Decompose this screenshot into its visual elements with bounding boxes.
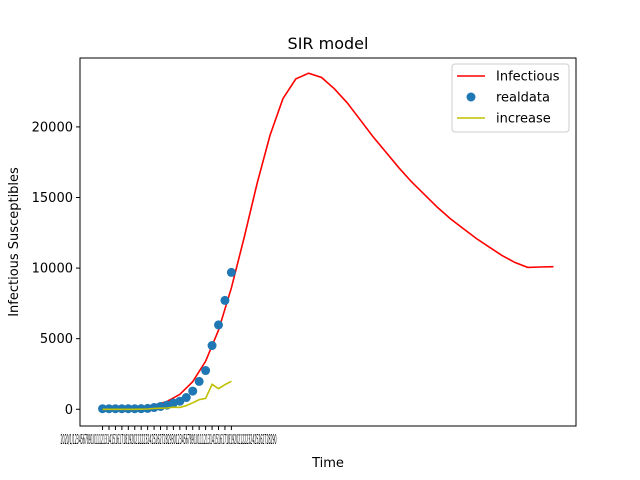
x-axis-label: Time [311, 456, 344, 471]
axes-frame [79, 57, 577, 427]
y-tick-label: 10000 [32, 262, 73, 277]
series-line-increase [102, 380, 232, 411]
y-tick-label: 20000 [32, 120, 73, 135]
y-tick-label: 5000 [40, 332, 73, 347]
data-point-realdata [226, 267, 236, 277]
data-point-realdata [213, 320, 223, 330]
data-point-realdata [201, 366, 211, 376]
y-axis: 0 5000 10000 15000 20000 [32, 120, 80, 418]
legend-label-infectious: Infectious [496, 70, 560, 85]
data-point-realdata [188, 386, 198, 396]
y-tick-label: 15000 [32, 191, 73, 206]
data-point-realdata [220, 295, 230, 305]
y-axis-label: Infectious Susceptibles [7, 167, 22, 317]
legend-label-increase: increase [496, 112, 551, 127]
legend-box [451, 63, 570, 133]
legend: Infectious realdata increase [451, 63, 570, 133]
x-axis: 2020/1/123456789101112131415161718192021… [61, 426, 277, 448]
data-point-realdata [194, 376, 204, 386]
legend-swatch-realdata [466, 92, 476, 102]
y-tick-label: 0 [65, 403, 73, 418]
plot-area [98, 72, 554, 414]
series-line-infectious [102, 72, 554, 410]
data-point-realdata [207, 341, 217, 351]
legend-label-realdata: realdata [496, 91, 550, 106]
x-tick-labels: 2020/1/123456789101112131415161718192021… [61, 433, 277, 448]
chart-title: SIR model [288, 34, 369, 53]
data-point-realdata [181, 393, 191, 403]
